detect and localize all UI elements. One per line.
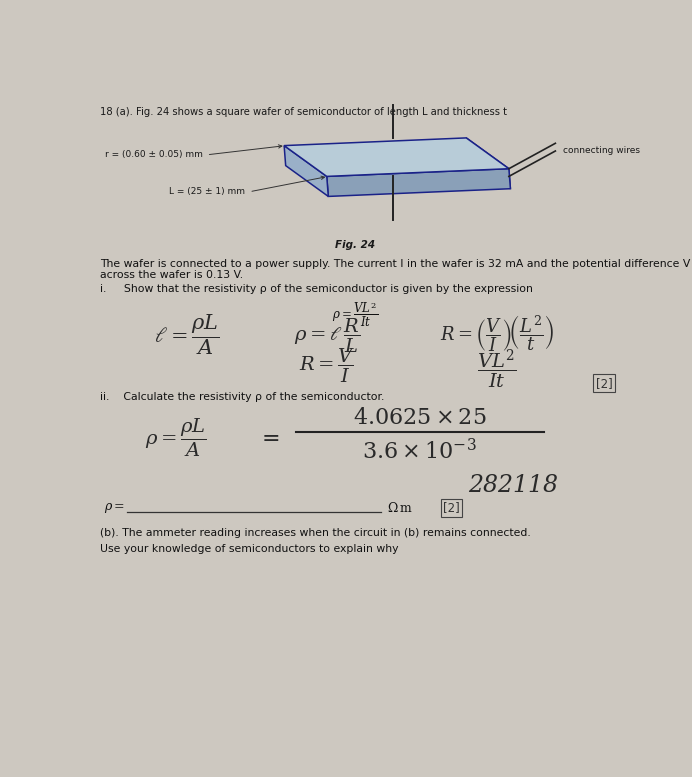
- Text: $\rho = \ell \, \dfrac{R}{L}$: $\rho = \ell \, \dfrac{R}{L}$: [293, 316, 360, 354]
- Text: $\dfrac{VL^2}{It}$: $\dfrac{VL^2}{It}$: [477, 347, 517, 391]
- Polygon shape: [284, 138, 509, 176]
- Text: $3.6 \times 10^{-3}$: $3.6 \times 10^{-3}$: [363, 438, 477, 463]
- Text: ii.    Calculate the resistivity ρ of the semiconductor.: ii. Calculate the resistivity ρ of the s…: [100, 392, 385, 402]
- Text: 18 (a). Fig. 24 shows a square wafer of semiconductor of length L and thickness : 18 (a). Fig. 24 shows a square wafer of …: [100, 107, 507, 117]
- Polygon shape: [284, 145, 328, 197]
- Text: i.     Show that the resistivity ρ of the semiconductor is given by the expressi: i. Show that the resistivity ρ of the se…: [100, 284, 534, 294]
- Polygon shape: [466, 138, 511, 189]
- Text: 282118: 282118: [468, 475, 558, 497]
- Text: $\rho = \dfrac{VL^2}{It}$: $\rho = \dfrac{VL^2}{It}$: [331, 300, 378, 329]
- Text: $R = \dfrac{V}{I}$: $R = \dfrac{V}{I}$: [298, 347, 355, 385]
- Text: connecting wires: connecting wires: [563, 145, 640, 155]
- Text: $\rho = \dfrac{\rho L}{A}$: $\rho = \dfrac{\rho L}{A}$: [145, 416, 206, 458]
- Text: [2]: [2]: [443, 501, 459, 514]
- Text: across the wafer is 0.13 V.: across the wafer is 0.13 V.: [100, 270, 244, 280]
- Text: $=$: $=$: [257, 427, 280, 447]
- Text: $R = \left(\dfrac{V}{I}\right)\!\left(\dfrac{L^2}{t}\right)$: $R = \left(\dfrac{V}{I}\right)\!\left(\d…: [440, 312, 554, 354]
- Text: Use your knowledge of semiconductors to explain why: Use your knowledge of semiconductors to …: [100, 544, 399, 554]
- Text: $\ell = \dfrac{\rho L}{A}$: $\ell = \dfrac{\rho L}{A}$: [154, 312, 220, 357]
- Text: L = (25 ± 1) mm: L = (25 ± 1) mm: [170, 187, 246, 197]
- Text: $\rho =$: $\rho =$: [104, 501, 125, 515]
- Polygon shape: [327, 169, 511, 197]
- Text: r = (0.60 ± 0.05) mm: r = (0.60 ± 0.05) mm: [105, 150, 203, 159]
- Text: $4.0625 \times 25$: $4.0625 \times 25$: [353, 407, 486, 428]
- Text: Fig. 24: Fig. 24: [335, 239, 374, 249]
- Text: $\Omega\,\mathrm{m}$: $\Omega\,\mathrm{m}$: [388, 501, 413, 515]
- Text: (b). The ammeter reading increases when the circuit in (b) remains connected.: (b). The ammeter reading increases when …: [100, 528, 531, 538]
- Text: [2]: [2]: [596, 377, 612, 389]
- Text: The wafer is connected to a power supply. The current I in the wafer is 32 mA an: The wafer is connected to a power supply…: [100, 259, 691, 269]
